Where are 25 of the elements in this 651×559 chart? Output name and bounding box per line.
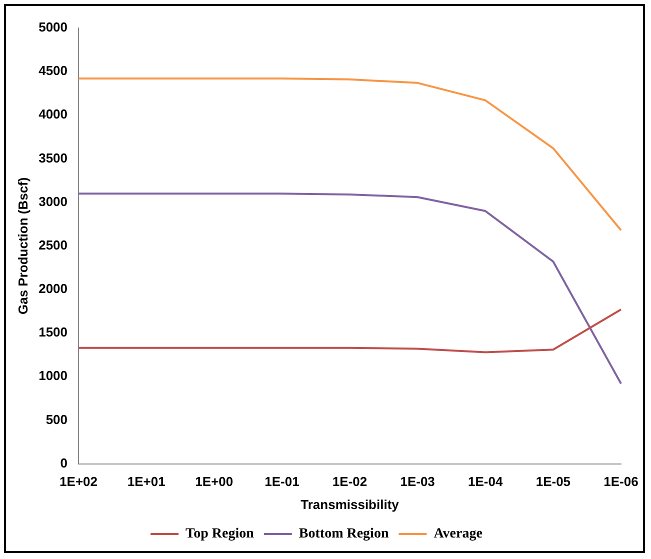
y-tick-label: 2000 [38, 281, 68, 296]
y-tick-label: 0 [60, 455, 68, 470]
x-tick-label: 1E-05 [536, 474, 571, 490]
y-tick-label: 3500 [38, 150, 68, 166]
legend-label: Average [434, 526, 482, 542]
x-tick-label: 1E-03 [400, 474, 435, 490]
y-tick-label: 2500 [38, 237, 68, 252]
x-axis-title: Transmissibility [300, 496, 400, 512]
x-tick-label: 1E+00 [195, 474, 234, 490]
y-tick-label: 4500 [38, 63, 68, 78]
legend-label: Top Region [186, 526, 254, 542]
y-tick-label: 4000 [38, 106, 68, 122]
x-tick-label: 1E-06 [604, 474, 638, 490]
x-tick-label: 1E+01 [127, 474, 166, 490]
y-tick-label: 1500 [38, 324, 68, 340]
y-tick-label: 3000 [38, 194, 68, 209]
x-tick-label: 1E-02 [332, 474, 368, 490]
x-tick-label: 1E+02 [60, 474, 98, 490]
x-tick-label: 1E-01 [264, 474, 300, 490]
y-tick-label: 5000 [38, 20, 68, 35]
x-tick-label: 1E-04 [468, 474, 504, 490]
y-tick-label: 1000 [38, 368, 68, 384]
legend-label: Bottom Region [298, 526, 389, 542]
y-tick-label: 500 [46, 412, 68, 427]
y-axis-title: Gas Production (Bscf) [15, 177, 30, 315]
